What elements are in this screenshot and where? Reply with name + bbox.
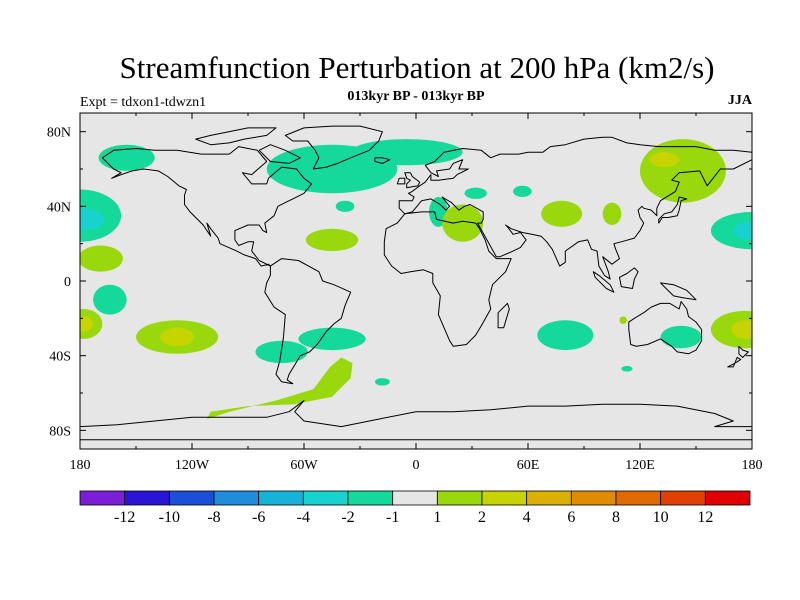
anomaly-siberia-positive [640,139,726,203]
coastline-europe-asia [398,136,752,280]
chart-subtitle: 013kyr BP - 013kyr BP [347,89,485,104]
x-tick-label: 180 [70,458,91,473]
y-tick-label: 80S [49,424,71,439]
colorbar-swatch [392,490,438,506]
map-axes: 180 120W 60W 0 60E 120E 180 80N 40N 0 40S 80S [47,113,763,473]
coastline-baffin [258,144,301,164]
colorbar-label: 2 [478,509,486,526]
y-tick-label: 40N [47,200,71,215]
anomaly-e-pacific-positive [80,245,123,272]
x-tick-label: 120E [625,458,655,473]
coastline-japan [658,196,688,224]
colorbar-swatch [258,490,304,506]
x-tick-label: 120W [175,458,210,473]
coastline-britain [404,172,421,189]
coastline-australia [628,301,703,355]
coastline-new-zealand-s [727,357,742,368]
anomaly-trop-pacific-negative [93,284,127,315]
colorbar-swatch [436,490,483,506]
y-tick-label: 80N [47,126,71,141]
anomaly-arctic-atlantic-negative [350,139,463,166]
colorbar-swatch [704,490,751,506]
colorbar-label: 12 [697,509,713,526]
anomaly-tibet-positive [602,202,622,225]
coastline-madagascar [497,302,510,329]
colorbar-swatch [615,490,662,506]
map-background [80,113,752,449]
anomaly-c-asia-positive [541,200,583,227]
coastline-iceland [374,157,391,164]
coastline-south-america [264,258,352,385]
colorbar-label: -1 [386,509,399,526]
anomaly-s-indian-negative [537,320,594,351]
anomaly-black-sea-negative [464,187,487,199]
colorbar-swatch [570,490,617,506]
x-tick-label: 0 [413,458,420,473]
colorbar-label: -6 [252,509,265,526]
anomaly-n-africa-positive [442,204,484,242]
colorbar-swatch [481,490,528,506]
y-tick-label: 0 [64,275,71,290]
x-tick-label: 180 [742,458,763,473]
x-tick-label: 60E [517,458,540,473]
anomaly-s-atlantic-small-negative [374,378,390,386]
coastline-sumatra [592,271,615,293]
anomaly-s-atlantic-negative [298,327,366,351]
colorbar-swatch [526,490,572,506]
coastline-borneo [619,267,639,289]
colorbar-swatch [347,490,394,506]
colorbar-swatch [660,490,706,506]
coastline-africa [383,211,512,347]
colorbar-label: 6 [567,509,575,526]
colorbar-label: 1 [433,509,441,526]
y-tick-label: 40S [49,350,71,365]
coastline-arctic-islands [195,127,277,146]
colorbar-swatch [213,490,260,506]
anomaly-caspian-negative [513,185,532,197]
anomaly-ne-pacific-core [733,221,752,240]
colorbar-label: -8 [207,509,220,526]
anomaly-tasman-core [731,320,752,339]
coastline-antarctica [80,400,752,441]
coastline-new-guinea [660,282,697,301]
experiment-label: Expt = tdxon1-tdwzn1 [80,95,207,110]
colorbar: -12 -10 -8 -6 -4 -2 -1 1 2 4 6 8 10 12 [79,490,751,526]
anomaly-alaska-negative [98,144,155,171]
anomaly-sw-pacific-core [80,316,94,332]
colorbar-label: 8 [612,509,620,526]
anomaly-ne-pacific-negative [710,211,752,250]
anomaly-s-pacific-core [160,327,194,347]
anomaly-australia-negative [660,325,702,349]
chart-title: Streamfunction Perturbation at 200 hPa (… [119,50,715,85]
colorbar-label: 10 [653,509,669,526]
colorbar-label: -12 [114,509,135,526]
colorbar-label: -4 [297,509,310,526]
colorbar-swatch [168,490,215,506]
anomaly-nw-pacific-core [80,208,105,231]
coastline-ireland [396,177,406,185]
anomaly-southern-ocean-positive [206,357,353,420]
colorbar-swatch [124,490,170,506]
coastline-greenland [284,125,383,170]
season-label: JJA [727,93,752,108]
anomaly-mid-atlantic-small-negative [335,200,355,212]
colorbar-label: -10 [159,509,180,526]
anomaly-siberia-core [649,152,680,168]
coastlines [80,125,752,441]
colorbar-swatch [302,490,349,506]
colorbar-label: -2 [341,509,354,526]
coastline-new-zealand-n [738,345,749,358]
coastline-north-america [101,146,312,267]
x-tick-label: 60W [290,458,318,473]
anomaly-madagascar-small-negative [621,365,633,372]
anomaly-w-australia-small-positive [619,316,627,324]
anomaly-n-atlantic-positive [305,228,359,252]
colorbar-swatch [79,490,126,506]
colorbar-label: 4 [523,509,531,526]
